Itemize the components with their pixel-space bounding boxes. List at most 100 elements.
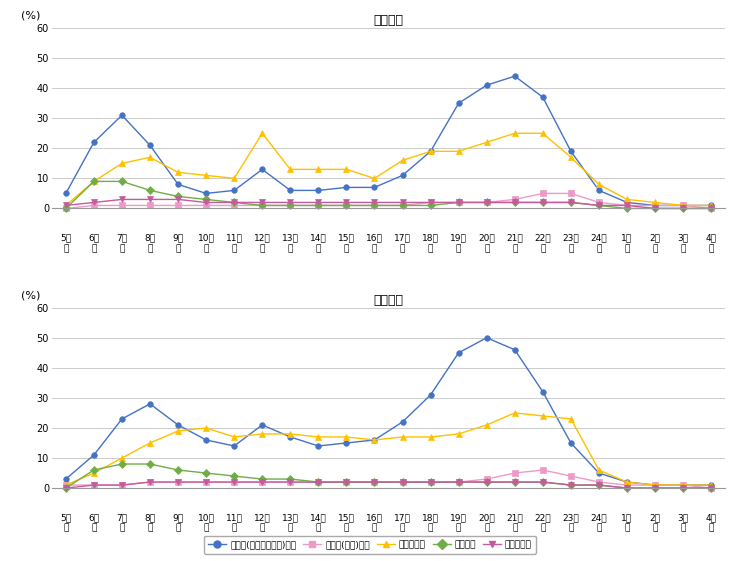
- ラジオ聴取: [650, 485, 659, 491]
- 新聞銅読: [61, 485, 70, 491]
- ネット利用: [426, 434, 435, 440]
- Text: 7時
台: 7時 台: [116, 233, 127, 253]
- ネット利用: [707, 482, 716, 489]
- 新聞銅読: [370, 202, 379, 209]
- テレビ(リアルタイム)視聴: [566, 148, 575, 155]
- 新聞銅読: [650, 485, 659, 491]
- テレビ(リアルタイム)視聴: [118, 416, 127, 422]
- Text: 9時
台: 9時 台: [172, 233, 184, 253]
- ネット利用: [286, 431, 295, 438]
- ネット利用: [229, 434, 238, 440]
- ラジオ聴取: [314, 479, 323, 485]
- テレビ(リアルタイム)視聴: [202, 436, 211, 443]
- Text: 11時
台: 11時 台: [226, 233, 243, 253]
- テレビ(リアルタイム)視聴: [594, 187, 603, 194]
- 新聞銅読: [202, 470, 211, 476]
- Line: ネット利用: ネット利用: [63, 131, 714, 208]
- Text: 17時
台: 17時 台: [394, 513, 411, 532]
- ラジオ聴取: [342, 479, 351, 485]
- Text: 2時
台: 2時 台: [650, 513, 661, 532]
- テレビ(リアルタイム)視聴: [398, 419, 407, 425]
- ラジオ聴取: [202, 199, 211, 206]
- 新聞銅読: [707, 485, 716, 491]
- ネット利用: [539, 412, 548, 419]
- テレビ(リアルタイム)視聴: [90, 452, 98, 458]
- 新聞銅読: [594, 202, 603, 209]
- テレビ(リアルタイム)視聴: [511, 73, 519, 80]
- テレビ(録画)視聴: [90, 202, 98, 209]
- ネット利用: [146, 154, 155, 160]
- ネット利用: [482, 139, 491, 146]
- Text: 15時
台: 15時 台: [338, 233, 355, 253]
- Text: 1時
台: 1時 台: [622, 513, 633, 532]
- ラジオ聴取: [118, 196, 127, 203]
- ラジオ聴取: [90, 199, 98, 206]
- テレビ(録画)視聴: [566, 473, 575, 480]
- 新聞銅読: [566, 199, 575, 206]
- ラジオ聴取: [539, 479, 548, 485]
- ネット利用: [454, 431, 463, 438]
- Text: 18時
台: 18時 台: [422, 513, 439, 532]
- テレビ(録画)視聴: [61, 205, 70, 212]
- 新聞銅読: [398, 479, 407, 485]
- Text: 10時
台: 10時 台: [198, 513, 215, 532]
- 新聞銅読: [511, 479, 519, 485]
- ラジオ聴取: [622, 202, 631, 209]
- テレビ(録画)視聴: [707, 205, 716, 212]
- ラジオ聴取: [679, 485, 687, 491]
- テレビ(録画)視聴: [314, 202, 323, 209]
- Text: 14時
台: 14時 台: [310, 233, 327, 253]
- ラジオ聴取: [229, 199, 238, 206]
- 新聞銅読: [707, 205, 716, 212]
- ラジオ聴取: [286, 479, 295, 485]
- ネット利用: [398, 434, 407, 440]
- テレビ(録画)視聴: [539, 190, 548, 197]
- ラジオ聴取: [622, 485, 631, 491]
- ネット利用: [679, 482, 687, 489]
- テレビ(リアルタイム)視聴: [426, 392, 435, 398]
- テレビ(リアルタイム)視聴: [174, 181, 183, 188]
- 新聞銅読: [258, 202, 266, 209]
- ラジオ聴取: [539, 199, 548, 206]
- ラジオ聴取: [370, 199, 379, 206]
- テレビ(録画)視聴: [594, 199, 603, 206]
- テレビ(録画)視聴: [90, 482, 98, 489]
- テレビ(録画)視聴: [594, 479, 603, 485]
- ラジオ聴取: [482, 199, 491, 206]
- ラジオ聴取: [426, 199, 435, 206]
- 新聞銅読: [622, 205, 631, 212]
- 新聞銅読: [594, 482, 603, 489]
- ネット利用: [286, 166, 295, 173]
- テレビ(リアルタイム)視聴: [118, 112, 127, 118]
- テレビ(録画)視聴: [482, 476, 491, 482]
- 新聞銅読: [679, 205, 687, 212]
- ラジオ聴取: [146, 479, 155, 485]
- ラジオ聴取: [398, 199, 407, 206]
- テレビ(録画)視聴: [650, 482, 659, 489]
- テレビ(録画)視聴: [566, 190, 575, 197]
- 新聞銅読: [146, 187, 155, 194]
- テレビ(録画)視聴: [511, 196, 519, 203]
- 新聞銅読: [314, 479, 323, 485]
- Line: テレビ(リアルタイム)視聴: テレビ(リアルタイム)視聴: [63, 73, 714, 208]
- テレビ(録画)視聴: [482, 199, 491, 206]
- テレビ(録画)視聴: [398, 479, 407, 485]
- テレビ(リアルタイム)視聴: [622, 479, 631, 485]
- テレビ(リアルタイム)視聴: [650, 202, 659, 209]
- ネット利用: [370, 175, 379, 182]
- テレビ(リアルタイム)視聴: [482, 82, 491, 89]
- テレビ(リアルタイム)視聴: [622, 199, 631, 206]
- ネット利用: [511, 130, 519, 137]
- Text: 5時
台: 5時 台: [60, 233, 71, 253]
- Text: (%): (%): [21, 11, 41, 21]
- Text: 21時
台: 21時 台: [506, 513, 523, 532]
- Title: 《平日》: 《平日》: [374, 14, 403, 27]
- テレビ(リアルタイム)視聴: [174, 421, 183, 428]
- テレビ(リアルタイム)視聴: [454, 100, 463, 107]
- 新聞銅読: [342, 202, 351, 209]
- ネット利用: [90, 178, 98, 185]
- ネット利用: [174, 427, 183, 434]
- テレビ(録画)視聴: [258, 202, 266, 209]
- Text: 7時
台: 7時 台: [116, 513, 127, 532]
- 新聞銅読: [229, 199, 238, 206]
